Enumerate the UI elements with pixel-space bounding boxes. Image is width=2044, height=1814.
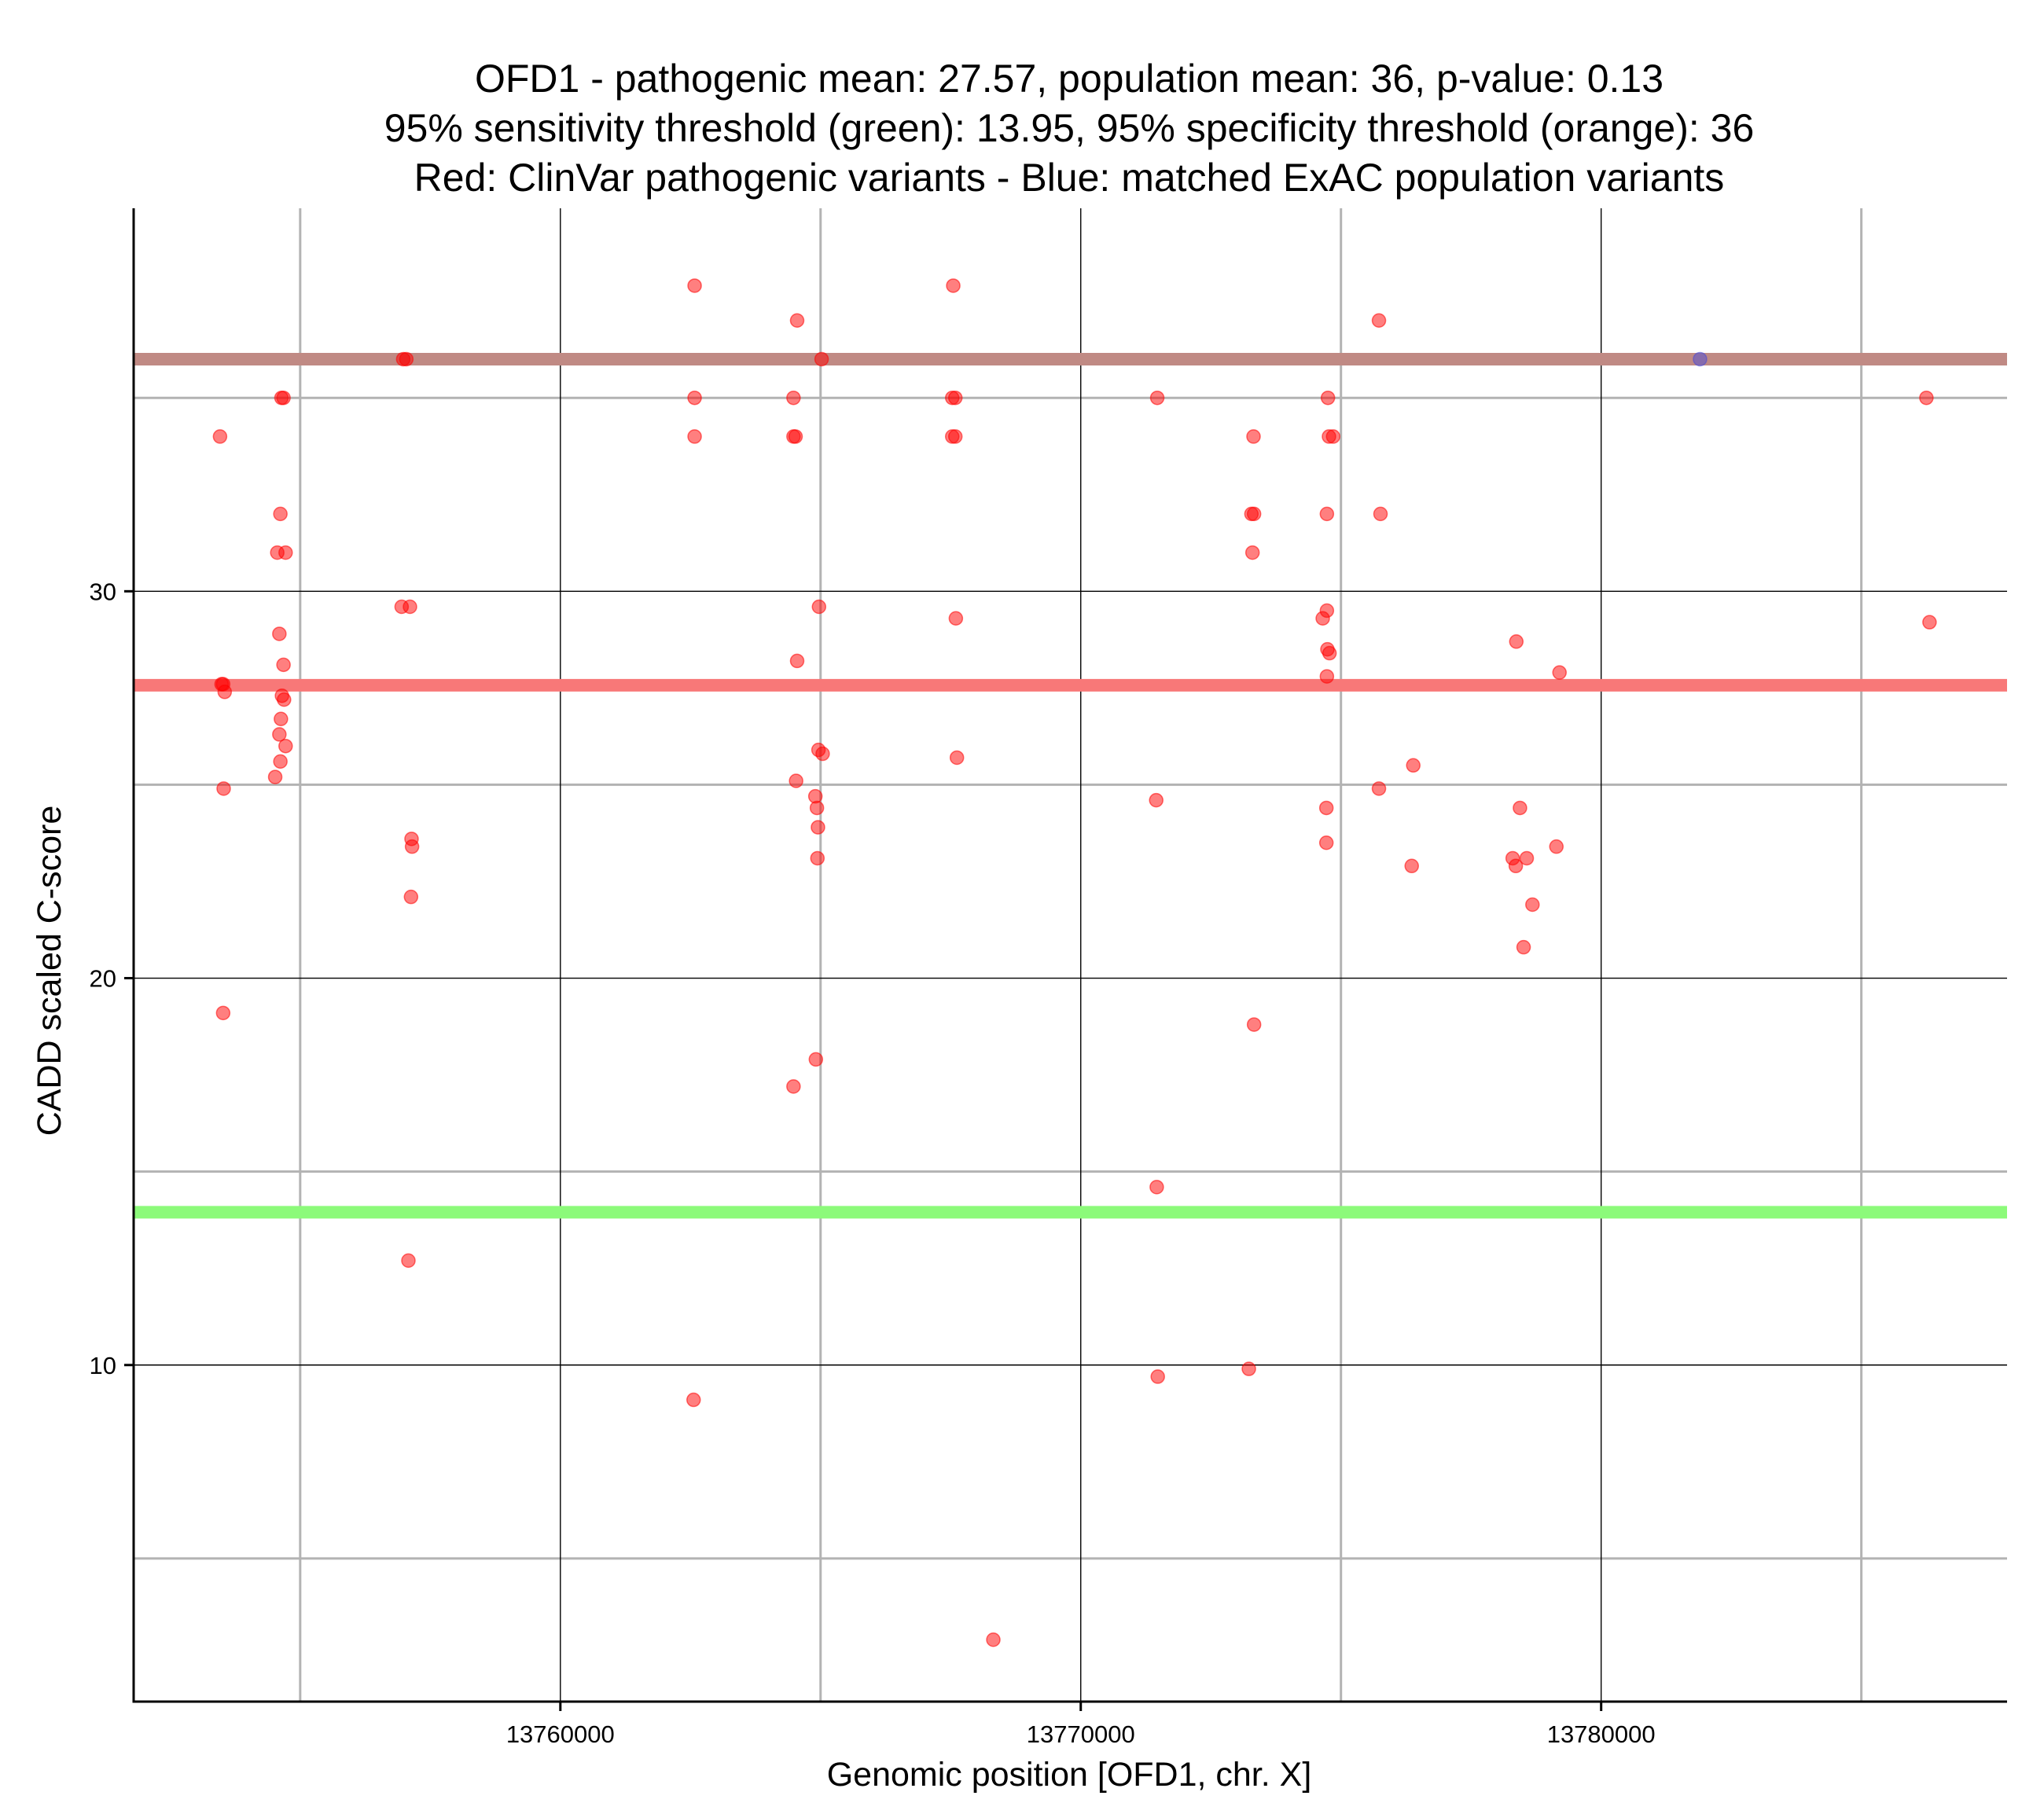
pathogenic-variant-point [1246,1017,1262,1032]
pathogenic-variant-point [947,390,963,406]
pathogenic-variant-point [1244,545,1260,560]
pathogenic-variant-point [1322,645,1337,661]
pathogenic-variant-point [272,727,287,742]
pathogenic-variant-point [1315,611,1330,626]
pathogenic-variant-point [273,506,288,522]
pathogenic-variant-point [1519,850,1535,866]
pathogenic-variant-point [267,769,283,784]
pathogenic-variant-point [1318,800,1334,816]
pathogenic-variant-point [276,657,291,673]
pathogenic-variant-point [401,1253,416,1269]
pathogenic-variant-point [789,773,803,788]
pathogenic-variant-point [947,429,963,444]
pathogenic-variant-point [1241,1361,1256,1376]
pathogenic-variant-point [687,390,702,406]
pathogenic-variant-point [1373,506,1388,522]
pathogenic-variant-point [788,429,803,444]
pathogenic-variant-point [1549,839,1564,854]
pathogenic-variant-point [216,781,231,796]
pathogenic-variant-point [789,313,805,328]
pathogenic-variant-point [272,626,287,641]
pathogenic-variant-point [1922,615,1937,630]
pathogenic-variant-point [403,889,419,905]
x-tick-label: 13760000 [506,1720,615,1748]
y-tick-label: 30 [90,578,116,605]
pathogenic-variant-point [1318,835,1334,850]
pathogenic-variant-point [1552,665,1567,680]
title-line-1: OFD1 - pathogenic mean: 27.57, populatio… [475,57,1664,101]
tick-labels: 13760000 13770000 13780000 10 20 30 [90,578,1656,1748]
y-axis-title: CADD scaled C-score [31,806,68,1137]
x-tick-label: 13780000 [1547,1720,1656,1748]
pathogenic-variant-point [1150,1369,1165,1384]
pathogenic-variant-point [687,278,702,293]
pathogenic-variant-point [949,750,965,766]
pathogenic-variant-point [1919,390,1934,406]
pathogenic-variant-point [212,429,228,444]
pathogenic-variant-point [1509,634,1524,649]
pathogenic-variant-point [810,850,825,866]
pathogenic-variant-point [217,685,233,700]
pathogenic-variant-point [278,738,293,754]
pathogenic-variant-point [1149,792,1164,808]
pathogenic-variant-point [1513,800,1527,816]
pathogenic-variant-point [277,692,292,707]
pathogenic-variant-point [1406,758,1421,773]
pathogenic-variant-point [1246,506,1262,522]
pathogenic-variant-point [215,1005,231,1021]
pathogenic-variant-point [404,839,420,854]
data-points [212,278,1937,1647]
pathogenic-variant-point [1508,858,1524,874]
pathogenic-variant-point [1371,313,1387,328]
gridlines [134,208,2007,1702]
pathogenic-variant-point [403,599,417,615]
pathogenic-variant-point [399,351,414,367]
pathogenic-variant-point [1319,669,1335,684]
pathogenic-variant-point [1404,858,1419,874]
pathogenic-variant-point [786,390,801,406]
pathogenic-variant-point [815,746,830,762]
pathogenic-variant-point [1319,506,1335,522]
pathogenic-variant-point [274,711,289,726]
pathogenic-variant-point [786,1079,801,1094]
pathogenic-variant-point [948,611,964,626]
pathogenic-variant-point [1325,429,1341,444]
chart-title: OFD1 - pathogenic mean: 27.57, populatio… [384,57,1755,200]
pathogenic-variant-point [1246,429,1261,444]
pathogenic-variant-point [686,1392,701,1408]
pathogenic-variant-point [808,1052,824,1067]
pathogenic-variant-point [1525,897,1540,913]
pathogenic-variant-point [1149,1180,1164,1195]
pathogenic-variant-point [811,599,827,615]
pathogenic-variant-point [809,800,825,816]
pathogenic-variant-point [811,820,825,835]
pathogenic-variant-point [789,653,805,669]
pathogenic-variant-point [986,1632,1001,1647]
title-line-2: 95% sensitivity threshold (green): 13.95… [384,106,1755,150]
pathogenic-variant-point [1149,390,1165,406]
y-tick-label: 10 [90,1352,116,1379]
pathogenic-variant-point [946,278,961,293]
pathogenic-variant-point [1371,781,1387,796]
pathogenic-variant-point [1516,939,1531,955]
pathogenic-variant-point [814,351,829,367]
pathogenic-variant-point [276,390,291,406]
pathogenic-variant-point [1320,390,1336,406]
pathogenic-variant-point [278,545,293,560]
x-axis-title: Genomic position [OFD1, chr. X] [827,1756,1312,1794]
axes [124,208,2007,1711]
pathogenic-variant-point [687,429,702,444]
x-tick-label: 13770000 [1027,1720,1135,1748]
population-variant-point [1693,351,1708,367]
y-tick-label: 20 [90,965,116,993]
pathogenic-variant-point [273,754,288,769]
title-line-3: Red: ClinVar pathogenic variants - Blue:… [414,156,1725,200]
